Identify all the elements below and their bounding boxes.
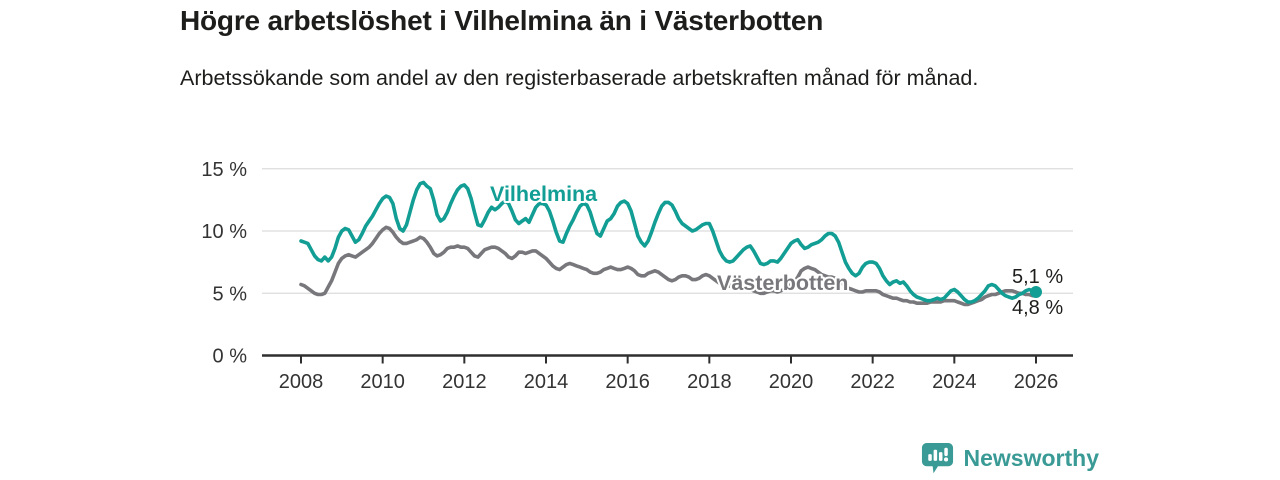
y-axis-tick-label: 5 % [213,283,248,305]
newsworthy-brand: Newsworthy [920,441,1099,476]
x-axis-tick-label: 2012 [442,371,487,393]
newsworthy-logo-icon [921,442,953,474]
series-end-dot [1030,286,1042,298]
y-axis-tick-label: 10 % [201,221,247,243]
x-axis-tick-label: 2026 [1014,371,1059,393]
brand-name: Newsworthy [963,445,1099,471]
x-axis-tick-label: 2016 [605,371,650,393]
x-axis-tick-label: 2020 [769,371,814,393]
x-axis-tick-label: 2018 [687,371,732,393]
y-axis-tick-label: 15 % [201,159,247,181]
x-axis-tick-label: 2014 [524,371,569,393]
y-axis-tick-label: 0 % [213,346,248,368]
chart-plot-area: 0 % 5 % 10 % 15 % 2008 2010 2012 2014 2016 2018 20… [201,159,1073,393]
vasterbotten-end-value-label: 4,8 % [1012,297,1063,319]
x-axis-tick-label: 2024 [932,371,977,393]
x-axis-tick-label: 2010 [360,371,405,393]
vilhelmina-end-value-label: 5,1 % [1012,266,1063,288]
x-axis-tick-label: 2008 [279,371,324,393]
vilhelmina-line [299,180,1038,304]
chart-annotations: Vilhelmina Västerbotten 5,1 % 4,8 % [488,180,1063,319]
vasterbotten-line [299,225,1038,307]
x-axis-tick-label: 2022 [850,371,895,393]
vasterbotten-series-label: Västerbotten [717,271,848,295]
vilhelmina-series-label: Vilhelmina [490,182,598,206]
chart-title: Högre arbetslöshet i Vilhelmina än i Väs… [180,5,824,36]
chart-subtitle: Arbetssökande som andel av den registerb… [180,66,979,90]
